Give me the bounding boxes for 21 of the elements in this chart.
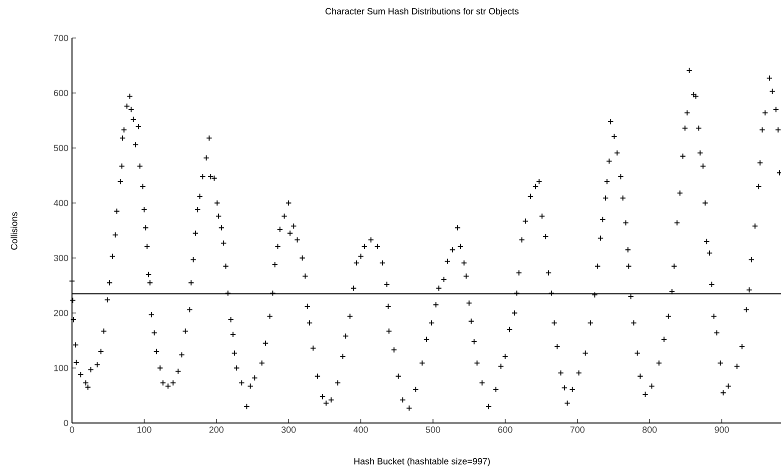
y-axis-title: Collisions — [10, 212, 18, 250]
x-tick-label: 400 — [354, 426, 368, 433]
x-axis-title: Hash Bucket (hashtable size=997) — [354, 458, 490, 466]
chart-title: Character Sum Hash Distributions for str Objects — [326, 8, 519, 16]
y-tick-label: 200 — [54, 310, 68, 316]
y-tick-label: 500 — [54, 144, 68, 152]
x-tick-label: 100 — [137, 426, 152, 433]
y-tick-label: 700 — [54, 34, 68, 42]
x-tick-label: 200 — [209, 426, 224, 433]
x-tick-label: 500 — [426, 426, 440, 433]
x-tick-label: 800 — [642, 426, 657, 433]
y-tick-label: 600 — [54, 90, 68, 96]
x-tick-label: 300 — [281, 426, 296, 433]
x-tick-label: 600 — [498, 426, 512, 433]
x-tick-label: 700 — [570, 426, 585, 433]
x-tick-label: 0 — [70, 426, 74, 433]
y-tick-label: 0 — [64, 420, 68, 426]
y-tick-label: 100 — [54, 364, 68, 372]
y-tick-label: 300 — [54, 254, 68, 262]
x-tick-label: 900 — [714, 426, 729, 433]
y-tick-label: 400 — [54, 200, 68, 206]
